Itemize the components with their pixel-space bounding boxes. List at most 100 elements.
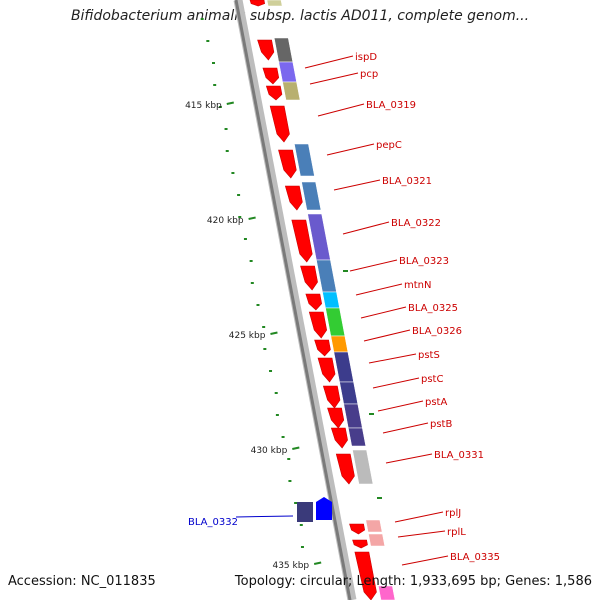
gc-dot	[287, 458, 291, 460]
gene-label: BLA_0331	[434, 450, 484, 461]
gene-label: BLA_0323	[399, 256, 449, 267]
gc-dot	[269, 370, 273, 372]
cog-block	[325, 307, 346, 337]
backbone-line-dark	[234, 0, 352, 600]
topology-text: Topology: circular; Length: 1,933,695 bp…	[234, 574, 592, 589]
gene-label: pstB	[430, 419, 452, 430]
gc-dot	[262, 326, 266, 328]
gene-label: pstS	[418, 350, 440, 361]
gene-arrow	[269, 105, 290, 143]
kbp-tick-mark	[292, 446, 300, 450]
gc-dot	[212, 62, 216, 64]
label-leader-line	[342, 221, 390, 235]
kbp-tick-label: 435 kbp	[272, 561, 309, 571]
gene-label: BLA_0325	[408, 303, 458, 314]
gene-arrow	[335, 453, 355, 485]
gc-dot	[256, 304, 260, 306]
cog-block	[368, 533, 386, 547]
gc-dot	[294, 502, 298, 504]
kbp-ticks: 415 kbp 420 kbp 425 kbp 430 kbp 435 kbp	[185, 101, 322, 571]
gc-dot	[200, 18, 204, 20]
kbp-tick-mark	[226, 101, 234, 105]
gene-label: rplJ	[445, 508, 461, 519]
backbone-line	[233, 0, 357, 600]
gene-arrow	[330, 427, 348, 449]
label-leader-line	[394, 511, 444, 523]
gene-label: pepC	[376, 140, 402, 151]
cog-block	[273, 37, 294, 63]
label-leader-line	[385, 453, 433, 464]
label-leader-line	[235, 515, 294, 518]
gc-dot	[369, 413, 374, 415]
gene-label: pstC	[421, 374, 443, 385]
label-leader-line	[355, 283, 403, 296]
gc-dot	[249, 260, 253, 262]
label-leader-line	[317, 103, 365, 117]
gc-dot	[300, 546, 304, 548]
gc-dot	[224, 128, 228, 130]
gene-label: pcp	[360, 69, 378, 80]
cog-block	[278, 61, 297, 83]
label-leader-line	[326, 143, 375, 156]
label-leader-line	[349, 259, 398, 272]
gc-dot	[281, 436, 285, 438]
cog-block	[365, 519, 383, 533]
gc-dot	[275, 414, 279, 416]
genome-backbone	[233, 0, 357, 600]
accession-text: Accession: NC_011835	[8, 574, 156, 589]
kbp-tick-mark	[248, 216, 256, 220]
gene-arrow	[257, 39, 275, 61]
gene-arrow	[265, 85, 283, 101]
gc-dot	[250, 282, 254, 284]
gene-label: BLA_0322	[391, 218, 441, 229]
label-leader-line	[363, 329, 411, 342]
gene-label: ispD	[355, 52, 377, 63]
gc-dot	[225, 150, 229, 152]
cog-block	[339, 381, 359, 405]
cog-block	[343, 403, 363, 429]
gene-arrow	[327, 407, 345, 429]
gc-dot	[218, 106, 222, 108]
label-leader-line	[360, 306, 407, 319]
gene-label: BLA_0319	[366, 100, 416, 111]
gene-arrow	[317, 357, 336, 383]
gene-label: BLA_0332	[188, 517, 238, 528]
cog-block	[282, 81, 301, 101]
cog-block	[378, 585, 396, 600]
gc-dot	[377, 497, 382, 499]
gene-arrow	[278, 149, 297, 179]
gene-arrow-reverse	[316, 497, 332, 520]
gene-arrow	[349, 523, 366, 535]
cog-block	[322, 291, 340, 309]
gene-block	[297, 502, 313, 522]
label-leader-line	[382, 422, 429, 434]
gene-arrow	[314, 339, 331, 357]
gc-dot	[299, 524, 303, 526]
label-leader-line	[309, 72, 359, 85]
gc-dot	[238, 216, 242, 218]
gene-arrow	[305, 293, 323, 311]
kbp-tick-label: 415 kbp	[185, 101, 222, 111]
label-leader-line	[397, 530, 446, 538]
map-title: Bifidobacterium animalis subsp. lactis A…	[70, 8, 530, 24]
cog-block	[266, 0, 283, 7]
label-leader-line	[372, 377, 420, 389]
gene-arrow	[284, 185, 303, 211]
gene-arrow	[262, 67, 280, 85]
kbp-tick-mark	[270, 331, 278, 335]
gene-labels: ispD pcp BLA_0319 pepC BLA_0321 BLA_0322 BLA_0…	[188, 52, 500, 566]
label-leader-line	[377, 400, 424, 412]
gc-dot	[206, 40, 210, 42]
cog-block	[294, 143, 315, 177]
gene-label: BLA_0326	[412, 326, 462, 337]
label-leader-line	[304, 55, 354, 69]
cog-block	[330, 335, 349, 353]
kbp-tick-mark	[313, 561, 322, 565]
gene-label: rplL	[447, 527, 466, 538]
gc-dot	[237, 194, 241, 196]
kbp-tick-label: 425 kbp	[229, 331, 266, 341]
gc-dot	[274, 392, 278, 394]
label-leader-line	[401, 555, 449, 566]
cog-block	[348, 427, 367, 447]
